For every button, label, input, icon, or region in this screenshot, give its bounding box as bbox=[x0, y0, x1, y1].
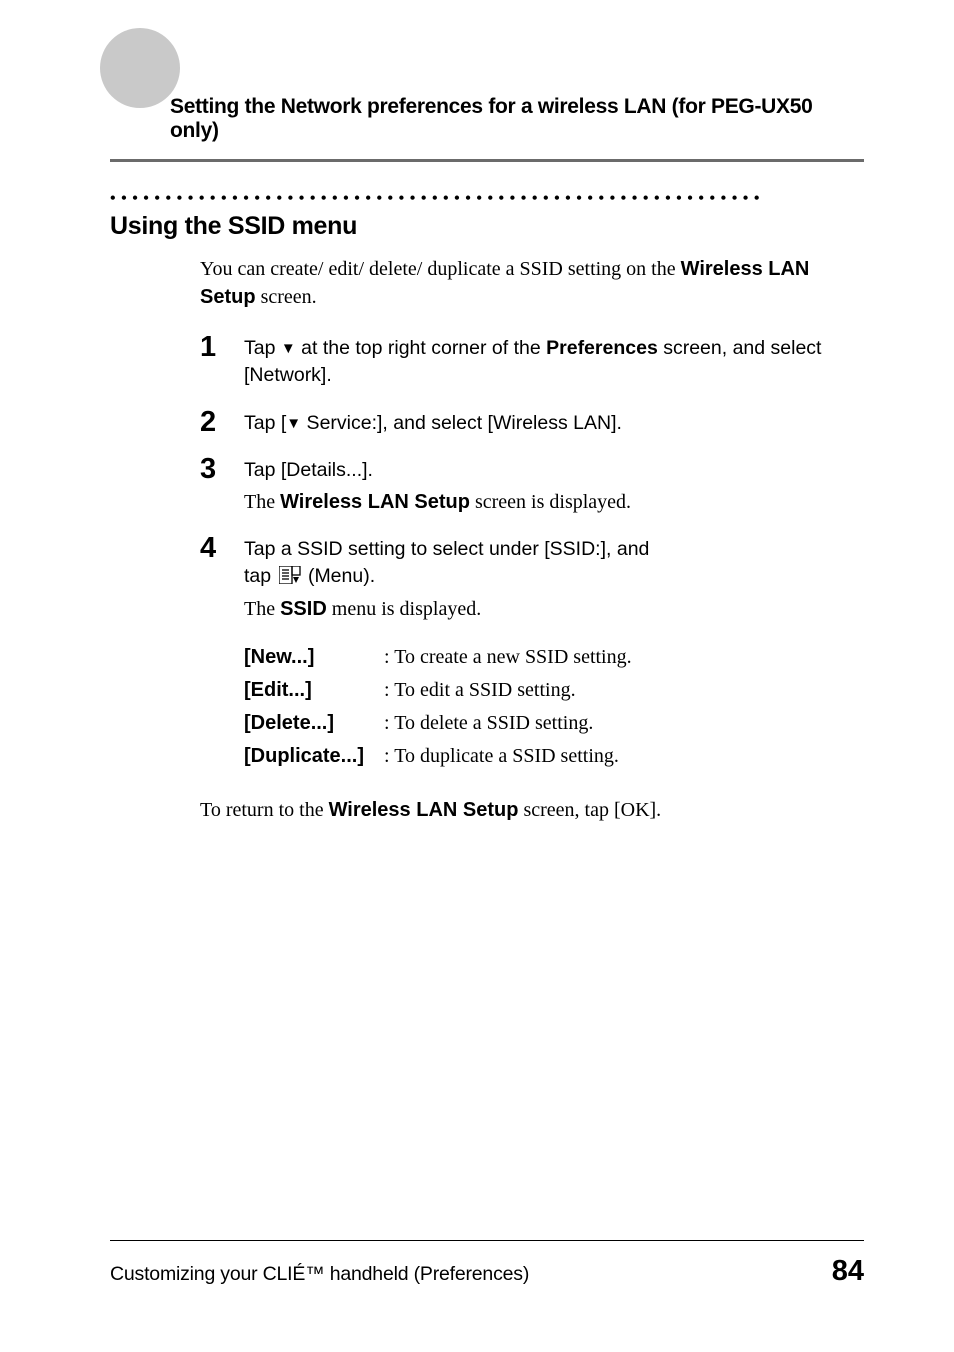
menu-row-edit: [Edit...] : To edit a SSID setting. bbox=[244, 674, 864, 707]
dot-separator: ••••••••••••••••••••••••••••••••••••••••… bbox=[110, 190, 864, 208]
menu-desc: : To create a new SSID setting. bbox=[384, 641, 632, 674]
step-number: 2 bbox=[200, 408, 244, 437]
step-number: 4 bbox=[200, 534, 244, 623]
step-1: 1 Tap ▼ at the top right corner of the P… bbox=[200, 333, 864, 390]
footer-text: Customizing your CLIÉ™ handheld (Prefere… bbox=[110, 1263, 529, 1286]
step-3: 3 Tap [Details...]. The Wireless LAN Set… bbox=[200, 455, 864, 516]
header-rule bbox=[110, 159, 864, 162]
intro-post: screen. bbox=[256, 286, 317, 308]
footer-rule bbox=[110, 1240, 864, 1241]
closing-paragraph: To return to the Wireless LAN Setup scre… bbox=[200, 799, 864, 822]
header-title: Setting the Network preferences for a wi… bbox=[170, 95, 864, 143]
header-circle-decoration bbox=[100, 28, 180, 108]
step4-subtext: The SSID menu is displayed. bbox=[244, 595, 649, 623]
menu-desc: : To delete a SSID setting. bbox=[384, 707, 593, 740]
menu-row-duplicate: [Duplicate...] : To duplicate a SSID set… bbox=[244, 740, 864, 773]
footer: Customizing your CLIÉ™ handheld (Prefere… bbox=[110, 1240, 864, 1288]
closing-bold: Wireless LAN Setup bbox=[329, 799, 519, 821]
menu-desc: : To duplicate a SSID setting. bbox=[384, 740, 619, 773]
menu-label: [Delete...] bbox=[244, 707, 384, 740]
step-body: Tap ▼ at the top right corner of the Pre… bbox=[244, 333, 864, 390]
step2-text-post: Service:], and select [Wireless LAN]. bbox=[301, 412, 622, 434]
closing-pre: To return to the bbox=[200, 799, 329, 821]
page-number: 84 bbox=[832, 1255, 864, 1288]
menu-row-delete: [Delete...] : To delete a SSID setting. bbox=[244, 707, 864, 740]
step-body: Tap a SSID setting to select under [SSID… bbox=[244, 534, 649, 623]
menu-icon bbox=[279, 565, 301, 583]
step-body: Tap [Details...]. The Wireless LAN Setup… bbox=[244, 455, 631, 516]
footer-row: Customizing your CLIÉ™ handheld (Prefere… bbox=[110, 1255, 864, 1288]
down-triangle-icon: ▼ bbox=[286, 415, 301, 432]
section-title: Using the SSID menu bbox=[110, 212, 864, 241]
menu-row-new: [New...] : To create a new SSID setting. bbox=[244, 641, 864, 674]
menu-definition-list: [New...] : To create a new SSID setting.… bbox=[244, 641, 864, 773]
step-body: Tap [▼ Service:], and select [Wireless L… bbox=[244, 408, 622, 437]
down-triangle-icon: ▼ bbox=[281, 340, 296, 357]
step1-text-post: at the top right corner of the bbox=[296, 337, 546, 359]
step1-text-pre: Tap bbox=[244, 337, 281, 359]
step1-bold: Preferences bbox=[546, 337, 658, 359]
intro-paragraph: You can create/ edit/ delete/ duplicate … bbox=[200, 255, 864, 311]
step3-sub-post: screen is displayed. bbox=[470, 491, 631, 513]
step3-subtext: The Wireless LAN Setup screen is display… bbox=[244, 488, 631, 516]
menu-label: [Duplicate...] bbox=[244, 740, 384, 773]
page: Setting the Network preferences for a wi… bbox=[0, 0, 954, 822]
step4-sub-bold: SSID bbox=[280, 598, 327, 620]
step3-sub-pre: The bbox=[244, 491, 280, 513]
intro-pre: You can create/ edit/ delete/ duplicate … bbox=[200, 258, 681, 280]
menu-label: [New...] bbox=[244, 641, 384, 674]
step4-sub-pre: The bbox=[244, 598, 280, 620]
step3-sub-bold: Wireless LAN Setup bbox=[280, 491, 470, 513]
step4-line2-post: (Menu). bbox=[303, 565, 376, 587]
step-number: 3 bbox=[200, 455, 244, 516]
step-2: 2 Tap [▼ Service:], and select [Wireless… bbox=[200, 408, 864, 437]
step2-text-pre: Tap [ bbox=[244, 412, 286, 434]
step4-line1: Tap a SSID setting to select under [SSID… bbox=[244, 538, 649, 560]
step-number: 1 bbox=[200, 333, 244, 390]
closing-post: screen, tap [OK]. bbox=[518, 799, 661, 821]
menu-label: [Edit...] bbox=[244, 674, 384, 707]
step3-text: Tap [Details...]. bbox=[244, 459, 373, 481]
step4-line2-pre: tap bbox=[244, 565, 277, 587]
step-4: 4 Tap a SSID setting to select under [SS… bbox=[200, 534, 864, 623]
step4-sub-post: menu is displayed. bbox=[327, 598, 481, 620]
menu-desc: : To edit a SSID setting. bbox=[384, 674, 576, 707]
